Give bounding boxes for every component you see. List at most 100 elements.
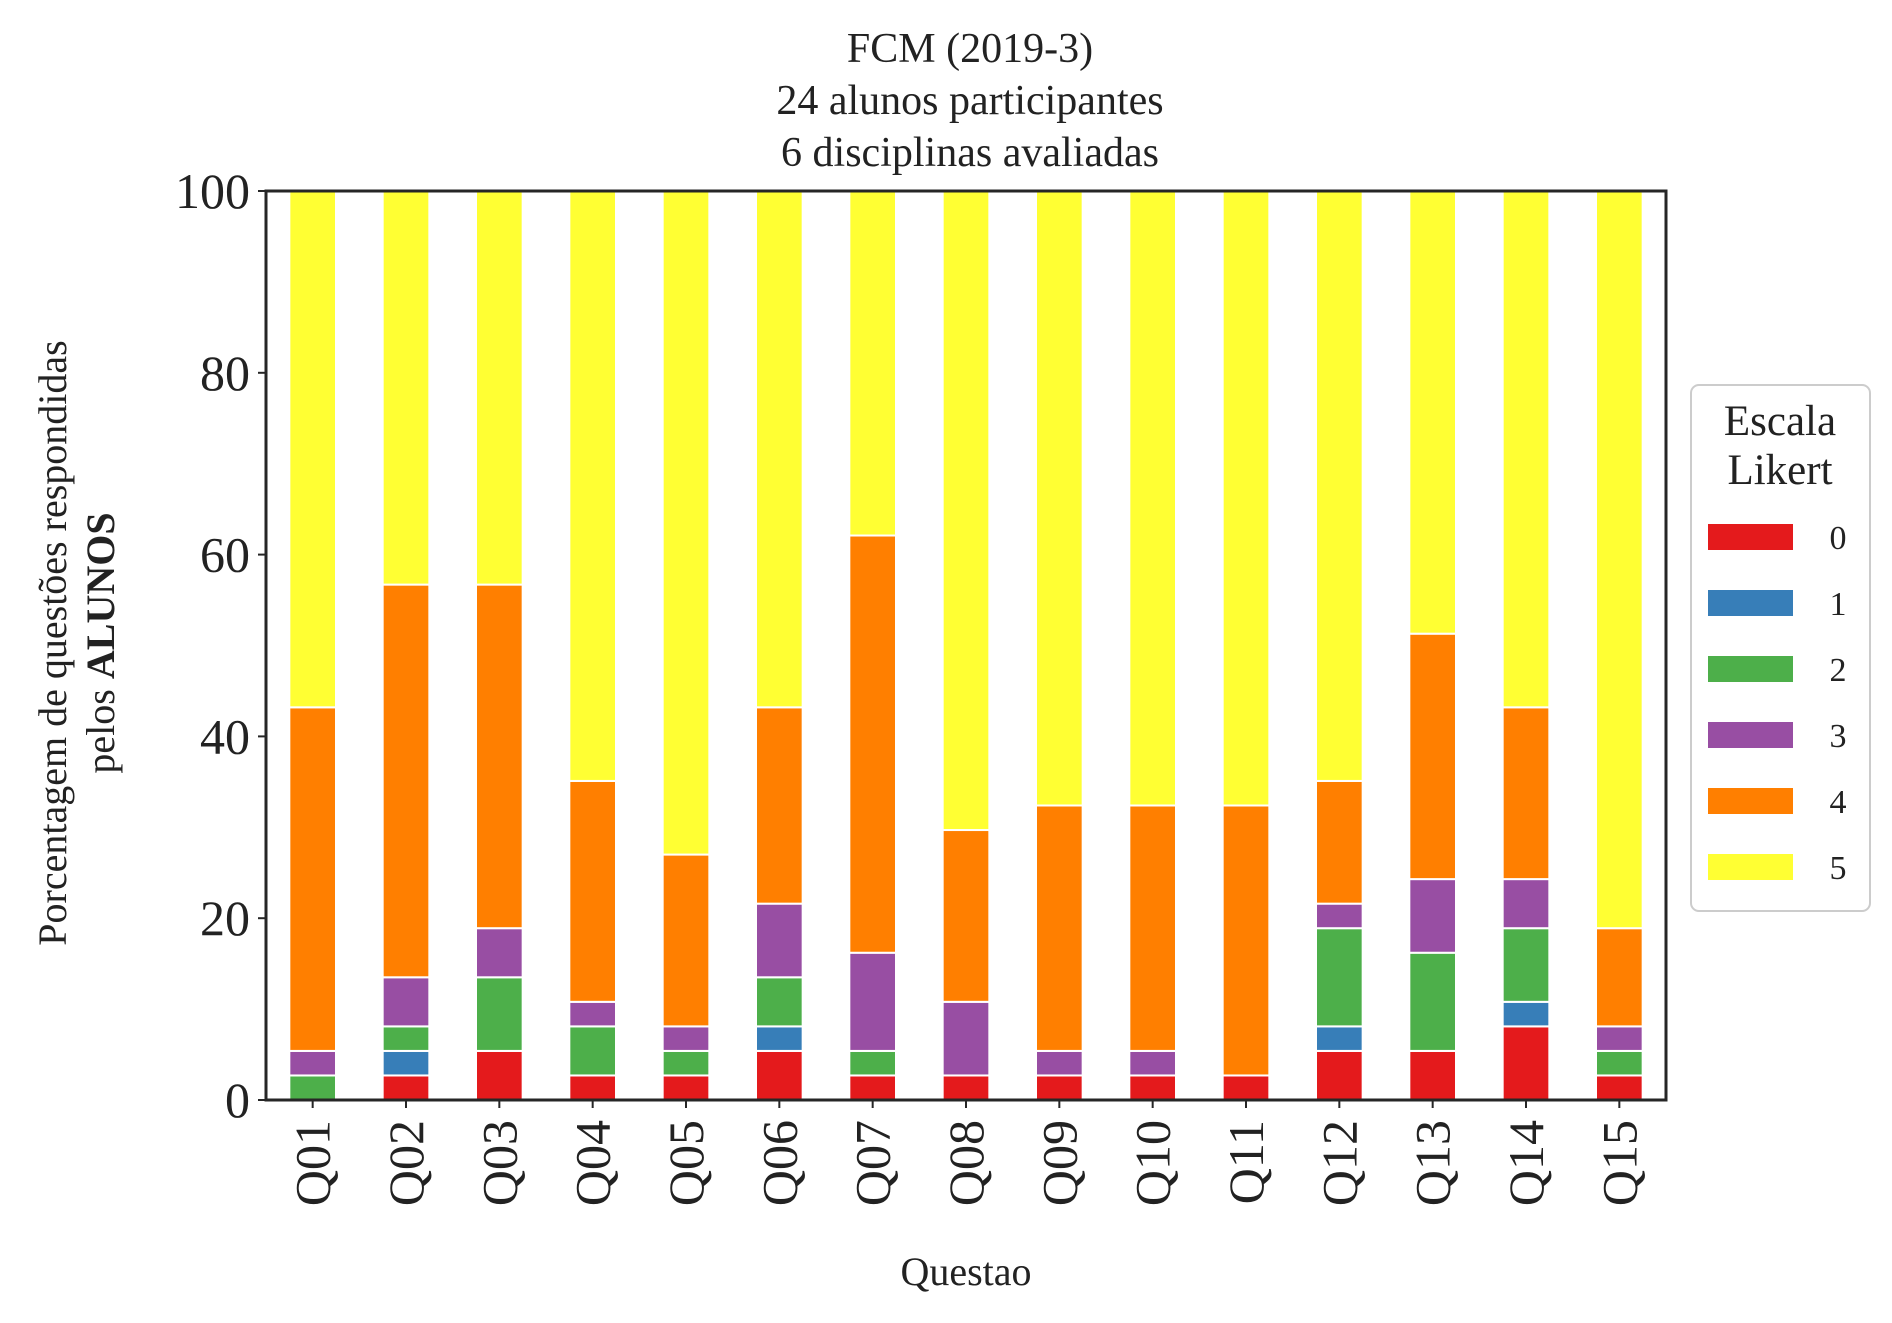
x-tick-label-q13: Q13 [1405, 1120, 1461, 1206]
bar-q08-level-5 [941, 190, 991, 832]
x-axis-label: Questao [900, 1249, 1031, 1294]
x-tick-label-q09: Q09 [1031, 1120, 1087, 1206]
bar-q14-level-4 [1501, 706, 1551, 881]
y-axis-label-line-2: pelos ALUNOS [78, 512, 123, 773]
bar-q02-level-1 [381, 1049, 431, 1077]
bar-q12-level-1 [1315, 1025, 1364, 1052]
legend-swatch-0 [1708, 524, 1793, 550]
bar-q06-level-0 [755, 1049, 804, 1101]
bar-q11-level-4 [1221, 804, 1271, 1077]
bar-q06-level-5 [755, 190, 804, 709]
bar-q08-level-4 [941, 829, 991, 1003]
bar-q02-level-3 [381, 976, 431, 1028]
bar-q12-level-5 [1315, 190, 1364, 782]
chart-title-line-1: FCM (2019-3) [847, 26, 1093, 72]
legend-label-2: 2 [1830, 652, 1847, 689]
bar-q01-level-3 [288, 1049, 338, 1077]
legend-box [1690, 384, 1871, 912]
legend-swatch-1 [1708, 590, 1793, 616]
bar-q05-level-3 [661, 1025, 711, 1052]
bar-q09-level-5 [1035, 190, 1084, 807]
legend-swatch-3 [1708, 722, 1793, 748]
bar-stack-q09 [1035, 190, 1084, 1102]
bar-q02-level-4 [381, 583, 431, 979]
bar-q07-level-3 [848, 951, 897, 1052]
y-axis-label: Porcentagem de questões respondidas pelo… [30, 340, 123, 945]
bar-q10-level-5 [1128, 190, 1178, 807]
x-tick-label-q03: Q03 [471, 1120, 527, 1206]
chart-title-line-3: 6 disciplinas avaliadas [781, 130, 1159, 176]
bar-q12-level-2 [1315, 927, 1364, 1028]
bar-q06-level-1 [755, 1025, 804, 1052]
y-tick-label: 60 [200, 527, 250, 583]
legend-title-line-2: Likert [1727, 447, 1832, 494]
bar-q03-level-4 [475, 583, 524, 930]
bar-q04-level-5 [568, 190, 617, 782]
bar-q05-level-2 [661, 1049, 711, 1077]
bar-stack-q08 [941, 190, 991, 1102]
x-tick-label-q04: Q04 [565, 1120, 621, 1206]
bar-q14-level-3 [1501, 878, 1551, 930]
x-tick-label-q07: Q07 [845, 1120, 901, 1206]
x-tick-label-q01: Q01 [285, 1120, 341, 1206]
x-axis-ticks: Q01 Q02 Q03 Q04 Q05 Q06 Q07 Q08 Q09 Q10 Q11 Q12 Q13 Q… [285, 1100, 1647, 1206]
bar-stack-q13 [1408, 190, 1458, 1101]
bar-q06-level-4 [755, 706, 804, 905]
bar-q13-level-2 [1408, 951, 1458, 1052]
bar-q07-level-2 [848, 1049, 897, 1077]
y-axis-ticks: 0 20 40 60 80 100 [175, 163, 266, 1128]
bar-q15-level-3 [1595, 1025, 1644, 1052]
y-tick-label: 40 [200, 708, 250, 764]
bar-q14-level-0 [1501, 1025, 1551, 1101]
bar-q01-level-2 [288, 1074, 338, 1102]
bar-q06-level-2 [755, 976, 804, 1028]
bar-stack-q06 [755, 190, 804, 1101]
bar-q12-level-3 [1315, 902, 1364, 930]
bar-stack-q03 [475, 190, 524, 1101]
bar-q08-level-3 [941, 1000, 991, 1077]
bar-q01-level-4 [288, 706, 338, 1052]
bar-q09-level-0 [1035, 1074, 1084, 1102]
bar-q04-level-4 [568, 779, 617, 1003]
bar-q03-level-0 [475, 1049, 524, 1101]
bar-stack-q05 [661, 190, 711, 1102]
legend-label-1: 1 [1830, 586, 1847, 623]
y-axis-label-prefix: pelos [78, 679, 123, 773]
y-tick-label: 80 [200, 345, 250, 401]
x-tick-label-q06: Q06 [751, 1120, 807, 1206]
bar-q15-level-2 [1595, 1049, 1644, 1077]
legend-swatch-4 [1708, 788, 1793, 814]
bar-q13-level-0 [1408, 1049, 1458, 1101]
y-tick-label: 20 [200, 890, 250, 946]
x-tick-label-q15: Q15 [1591, 1120, 1647, 1206]
bar-q12-level-4 [1315, 779, 1364, 905]
bar-stack-q01 [288, 190, 338, 1102]
bar-q04-level-0 [568, 1074, 617, 1102]
legend-label-3: 3 [1830, 718, 1847, 755]
bar-stack-q07 [848, 190, 897, 1102]
bar-q15-level-5 [1595, 190, 1644, 930]
bar-q14-level-5 [1501, 190, 1551, 709]
bar-q09-level-4 [1035, 804, 1084, 1052]
bar-stack-q02 [381, 190, 431, 1102]
legend-swatch-5 [1708, 854, 1793, 880]
chart-title: FCM (2019-3) 24 alunos participantes 6 d… [776, 26, 1163, 176]
legend-swatch-2 [1708, 656, 1793, 682]
bar-q02-level-2 [381, 1025, 431, 1052]
x-tick-label-q02: Q02 [378, 1120, 434, 1206]
bar-q13-level-3 [1408, 878, 1458, 954]
y-axis-label-bold: ALUNOS [78, 512, 123, 679]
bar-q06-level-3 [755, 902, 804, 979]
bar-q15-level-4 [1595, 927, 1644, 1028]
bar-q07-level-5 [848, 190, 897, 537]
bar-q04-level-3 [568, 1000, 617, 1028]
bar-q10-level-3 [1128, 1049, 1178, 1077]
y-tick-label: 100 [175, 163, 250, 219]
y-tick-label: 0 [225, 1072, 250, 1128]
bar-stack-q11 [1221, 190, 1271, 1102]
bar-q04-level-2 [568, 1025, 617, 1077]
bar-q09-level-3 [1035, 1049, 1084, 1077]
legend-label-4: 4 [1830, 784, 1847, 821]
